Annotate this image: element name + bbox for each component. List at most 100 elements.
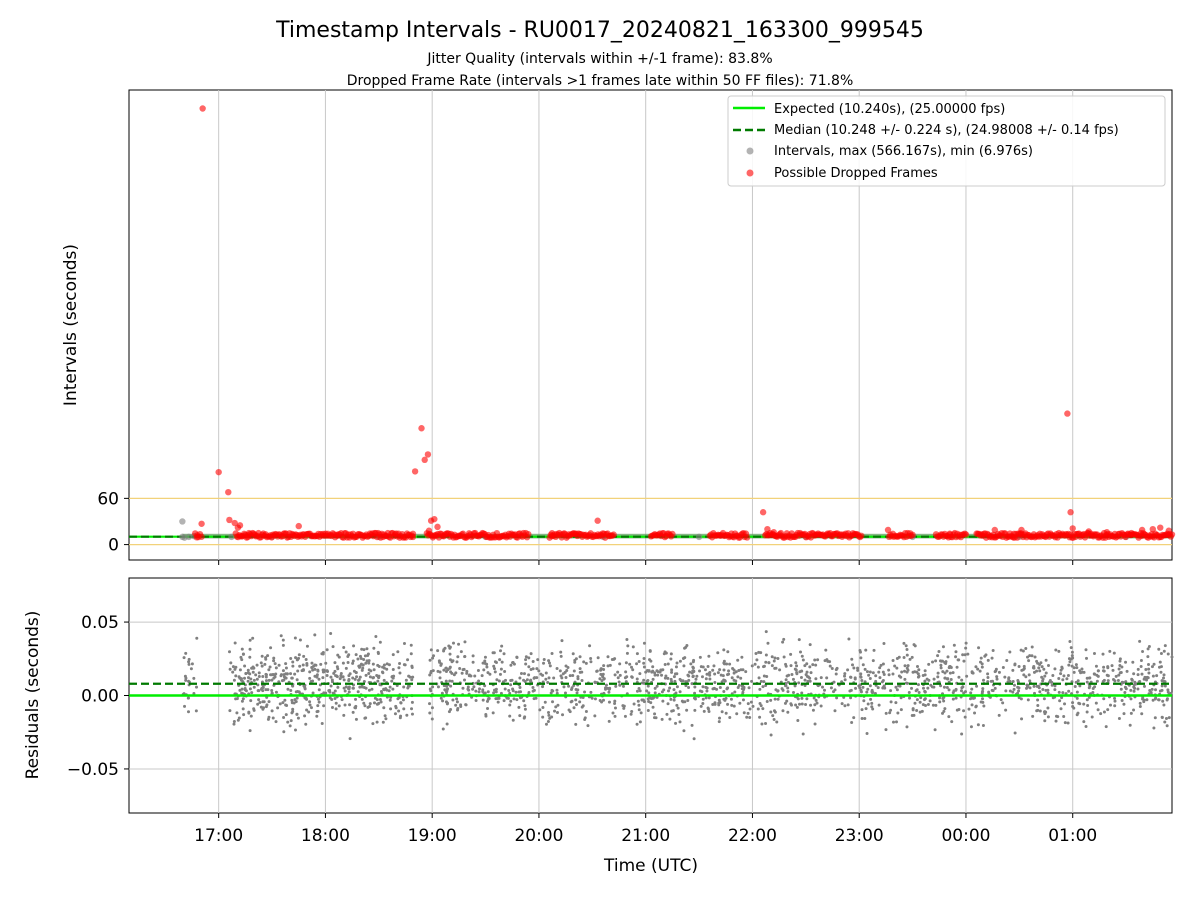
residual-point-71 bbox=[356, 678, 360, 682]
residual-point-575 bbox=[332, 692, 336, 696]
residual-point-37 bbox=[302, 654, 306, 658]
residual-point-510 bbox=[375, 702, 379, 706]
dropped-point-637 bbox=[226, 516, 233, 524]
residual-point-120 bbox=[398, 661, 402, 665]
residual-point-1536 bbox=[676, 706, 680, 710]
residual-point-1760 bbox=[645, 689, 649, 693]
residual-point-1318 bbox=[682, 664, 686, 668]
residual-point-1786 bbox=[642, 641, 646, 645]
residual-point-1744 bbox=[843, 672, 847, 676]
residual-point-123 bbox=[348, 737, 352, 741]
residual-point-692 bbox=[813, 722, 817, 726]
residual-point-2046 bbox=[613, 702, 617, 706]
residual-point-1652 bbox=[1105, 673, 1109, 677]
residual-point-555 bbox=[311, 668, 315, 672]
residual-point-333 bbox=[274, 666, 278, 670]
residual-point-1600 bbox=[441, 699, 445, 703]
residual-point-1110 bbox=[882, 685, 886, 689]
residual-point-423 bbox=[354, 697, 358, 701]
residual-point-1480 bbox=[524, 658, 528, 662]
residual-point-627 bbox=[502, 652, 506, 656]
residual-point-1346 bbox=[1113, 679, 1117, 683]
residual-point-1559 bbox=[481, 688, 485, 692]
residual-point-167 bbox=[382, 678, 386, 682]
residual-point-1094 bbox=[764, 660, 768, 664]
residual-point-1455 bbox=[547, 676, 551, 680]
residual-point-1657 bbox=[798, 670, 802, 674]
residual-point-1039 bbox=[1042, 697, 1046, 701]
residual-point-865 bbox=[986, 672, 990, 676]
residual-point-882 bbox=[884, 711, 888, 715]
residual-point-116 bbox=[372, 676, 376, 680]
residual-point-2187 bbox=[762, 680, 766, 684]
residual-point-486 bbox=[347, 687, 351, 691]
residual-point-1476 bbox=[571, 674, 575, 678]
residual-point-1781 bbox=[1146, 655, 1150, 659]
residual-point-1804 bbox=[685, 708, 689, 712]
residual-point-964 bbox=[1070, 654, 1074, 658]
residual-point-2078 bbox=[670, 670, 674, 674]
residual-point-2161 bbox=[765, 699, 769, 703]
residual-point-1857 bbox=[948, 665, 952, 669]
residual-point-887 bbox=[617, 680, 621, 684]
residual-point-2151 bbox=[1071, 701, 1075, 705]
dropped-point-660 bbox=[946, 531, 954, 538]
residual-point-1448 bbox=[583, 690, 587, 694]
residual-point-531 bbox=[291, 684, 295, 688]
residual-point-763 bbox=[1031, 714, 1035, 718]
residual-point-299 bbox=[372, 701, 376, 705]
residual-point-2123 bbox=[705, 686, 709, 690]
residual-point-689 bbox=[868, 684, 872, 688]
residual-point-1086 bbox=[684, 684, 688, 688]
residual-point-60 bbox=[248, 655, 252, 659]
residual-point-1083 bbox=[950, 720, 954, 724]
residual-point-471 bbox=[352, 644, 356, 648]
residual-point-1245 bbox=[1114, 674, 1118, 678]
residual-point-1654 bbox=[623, 714, 627, 718]
residual-point-1513 bbox=[523, 707, 527, 711]
residual-point-228 bbox=[368, 675, 372, 679]
residual-point-1482 bbox=[858, 648, 862, 652]
residual-point-122 bbox=[311, 691, 315, 695]
residual-point-1011 bbox=[871, 671, 875, 675]
residual-point-776 bbox=[700, 675, 704, 679]
residual-point-1509 bbox=[555, 711, 559, 715]
residual-point-1725 bbox=[1026, 655, 1030, 659]
residual-point-1957 bbox=[898, 684, 902, 688]
residual-point-1087 bbox=[499, 649, 503, 653]
residual-point-1672 bbox=[444, 688, 448, 692]
residual-point-12 bbox=[187, 657, 191, 661]
residual-point-1326 bbox=[1159, 665, 1163, 669]
residual-point-670 bbox=[747, 686, 751, 690]
residual-point-2168 bbox=[934, 703, 938, 707]
residual-point-507 bbox=[254, 673, 258, 677]
residual-point-470 bbox=[290, 698, 294, 702]
residual-point-1040 bbox=[442, 684, 446, 688]
residual-point-1322 bbox=[1150, 665, 1154, 669]
residual-point-1133 bbox=[1038, 669, 1042, 673]
residual-point-1938 bbox=[593, 681, 597, 685]
residual-point-574 bbox=[272, 659, 276, 663]
dropped-point-310 bbox=[669, 530, 676, 538]
residual-point-2048 bbox=[783, 684, 787, 688]
residual-point-1279 bbox=[1053, 684, 1057, 688]
residual-point-2131 bbox=[863, 667, 867, 671]
residual-point-1357 bbox=[1084, 648, 1088, 652]
residual-point-1820 bbox=[618, 683, 622, 687]
residual-point-1171 bbox=[816, 658, 820, 662]
residual-point-367 bbox=[337, 704, 341, 708]
residual-point-1027 bbox=[963, 715, 967, 719]
residual-point-747 bbox=[843, 678, 847, 682]
residual-point-552 bbox=[308, 703, 312, 707]
residual-point-1556 bbox=[444, 669, 448, 673]
chart-title: Timestamp Intervals - RU0017_20240821_16… bbox=[275, 18, 924, 43]
residual-point-282 bbox=[387, 689, 391, 693]
residual-point-2030 bbox=[1140, 672, 1144, 676]
residual-point-1816 bbox=[1028, 679, 1032, 683]
residual-point-1018 bbox=[463, 678, 467, 682]
residual-point-2224 bbox=[762, 664, 766, 668]
residual-point-645 bbox=[824, 648, 828, 652]
residual-point-1809 bbox=[642, 665, 646, 669]
residual-point-1157 bbox=[905, 670, 909, 674]
residual-point-2177 bbox=[976, 723, 980, 727]
